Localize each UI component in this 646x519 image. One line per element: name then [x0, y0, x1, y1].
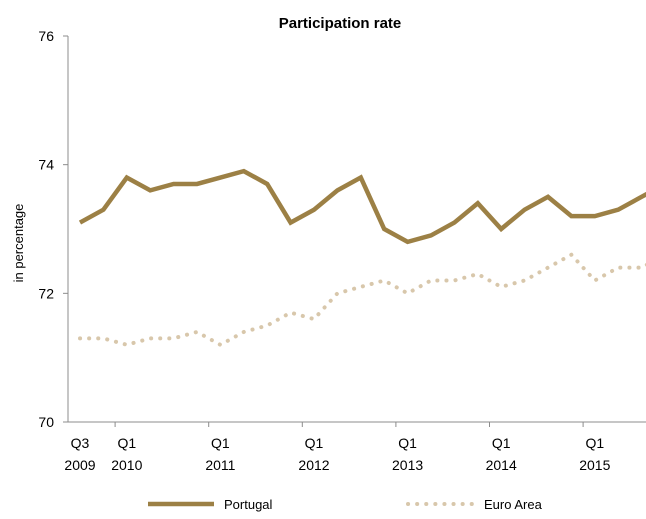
- series-line-portugal: [78, 168, 646, 245]
- y-tick-label: 70: [38, 414, 54, 430]
- x-tick-label-year: 2015: [579, 457, 610, 473]
- x-tick-label-year: 2012: [298, 457, 329, 473]
- y-tick-label: 76: [38, 28, 54, 44]
- x-tick-label-quarter: Q1: [398, 435, 417, 451]
- x-tick-label-year: 2013: [392, 457, 423, 473]
- x-tick-label-quarter: Q1: [585, 435, 604, 451]
- y-tick-label: 74: [38, 157, 54, 173]
- legend: Portugal Euro Area: [148, 497, 543, 512]
- x-tick-label-year: 2014: [486, 457, 517, 473]
- series-line-euro-area: [78, 252, 646, 348]
- x-tick-label-year: 2010: [111, 457, 142, 473]
- legend-label: Portugal: [224, 497, 273, 512]
- x-tick-label-quarter: Q3: [71, 435, 90, 451]
- axes: [63, 35, 646, 427]
- legend-label: Euro Area: [484, 497, 543, 512]
- chart-title: Participation rate: [279, 15, 402, 32]
- x-tick-label-year: 2011: [205, 457, 235, 473]
- x-tick-label-quarter: Q1: [492, 435, 511, 451]
- x-tick-label-quarter: Q1: [305, 435, 324, 451]
- x-tick-label-quarter: Q1: [117, 435, 136, 451]
- x-tick-label-year: 2009: [64, 457, 95, 473]
- y-axis-label: in percentage: [11, 204, 26, 283]
- series-layer: [78, 168, 646, 348]
- x-tick-label-quarter: Q1: [211, 435, 230, 451]
- y-tick-label: 72: [38, 285, 54, 301]
- tick-labels: 70 72 74 76 Q3 2009 Q1 2010 Q1 2011 Q1 2012 Q1 2013 Q1…: [38, 28, 610, 473]
